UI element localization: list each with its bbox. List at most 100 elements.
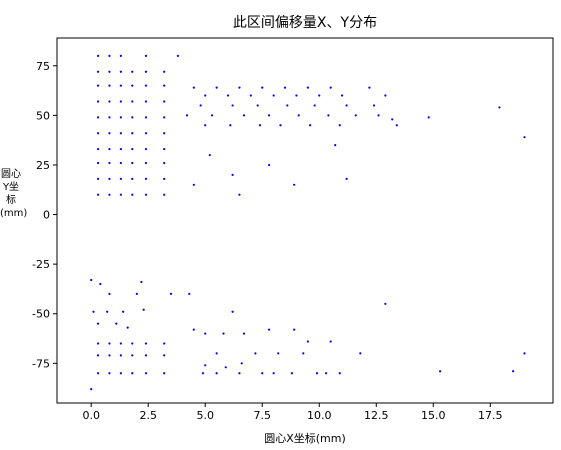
x-tick-label: 0.0 (82, 409, 100, 422)
point (329, 340, 332, 343)
point (215, 372, 218, 375)
point (226, 94, 230, 97)
point (119, 161, 122, 165)
point (96, 84, 100, 87)
point (108, 70, 111, 73)
y-tick-label: 25 (36, 159, 50, 172)
point (119, 372, 122, 375)
point (372, 104, 376, 107)
point (131, 147, 134, 151)
point (108, 132, 111, 135)
point (377, 114, 380, 117)
point (108, 342, 111, 345)
point (119, 342, 122, 345)
point (144, 342, 148, 345)
point (96, 177, 100, 180)
point (256, 104, 259, 107)
point (286, 104, 289, 107)
point (144, 193, 148, 196)
point (163, 100, 166, 103)
point (297, 114, 300, 117)
point (267, 163, 271, 167)
point (327, 114, 330, 117)
point (119, 354, 122, 357)
point (108, 147, 111, 151)
point (258, 124, 262, 127)
point (290, 372, 293, 375)
point (242, 332, 246, 335)
point (96, 322, 100, 325)
y-tick-label: -25 (32, 258, 50, 271)
point (142, 308, 145, 311)
point (523, 352, 526, 355)
point (144, 132, 148, 135)
point (108, 54, 111, 57)
point (201, 372, 205, 375)
point (135, 292, 138, 295)
y-tick-label: -50 (32, 308, 50, 321)
point (318, 94, 321, 97)
point (192, 86, 195, 89)
point (144, 54, 148, 57)
x-tick-label: 7.5 (253, 409, 271, 422)
point (163, 132, 166, 135)
y-axis-label: 圆心Y坐标(mm) (0, 169, 28, 219)
point (108, 292, 111, 295)
point (242, 114, 246, 117)
point (279, 124, 282, 127)
point (231, 104, 234, 107)
point (204, 94, 207, 97)
point (163, 116, 166, 119)
point (96, 70, 100, 73)
point (334, 144, 337, 147)
point (108, 372, 111, 375)
point (119, 116, 122, 119)
point (427, 116, 430, 119)
point (163, 161, 166, 165)
point (302, 352, 305, 355)
point (119, 132, 122, 135)
point (306, 340, 309, 343)
point (119, 177, 122, 180)
point (106, 310, 109, 313)
point (163, 193, 166, 196)
point (144, 177, 148, 180)
point (163, 177, 166, 180)
x-tick-label: 15.0 (421, 409, 446, 422)
point (144, 147, 148, 151)
point (96, 372, 100, 375)
point (96, 354, 100, 357)
point (261, 372, 264, 375)
x-tick-label: 2.5 (139, 409, 157, 422)
point (96, 147, 100, 151)
point (108, 193, 111, 196)
point (231, 310, 234, 313)
point (119, 84, 122, 87)
point (340, 94, 344, 97)
point (96, 132, 100, 135)
point (169, 292, 173, 295)
point (439, 370, 442, 373)
x-axis-label: 圆心X坐标(mm) (264, 431, 346, 445)
point (309, 124, 312, 127)
point (119, 70, 122, 73)
point (354, 114, 357, 117)
point (229, 124, 232, 127)
point (204, 332, 207, 335)
point (231, 173, 234, 176)
point (192, 183, 195, 186)
y-tick-label: 50 (36, 109, 50, 122)
point (92, 310, 95, 313)
point (238, 372, 241, 375)
x-tick-label: 5.0 (196, 409, 214, 422)
point (498, 106, 501, 109)
plot-frame (56, 37, 554, 404)
point (140, 280, 143, 284)
point (368, 86, 371, 89)
point (131, 70, 134, 73)
y-tick-label: 0 (43, 209, 50, 222)
point (144, 116, 148, 119)
point (163, 342, 166, 345)
point (108, 161, 111, 165)
